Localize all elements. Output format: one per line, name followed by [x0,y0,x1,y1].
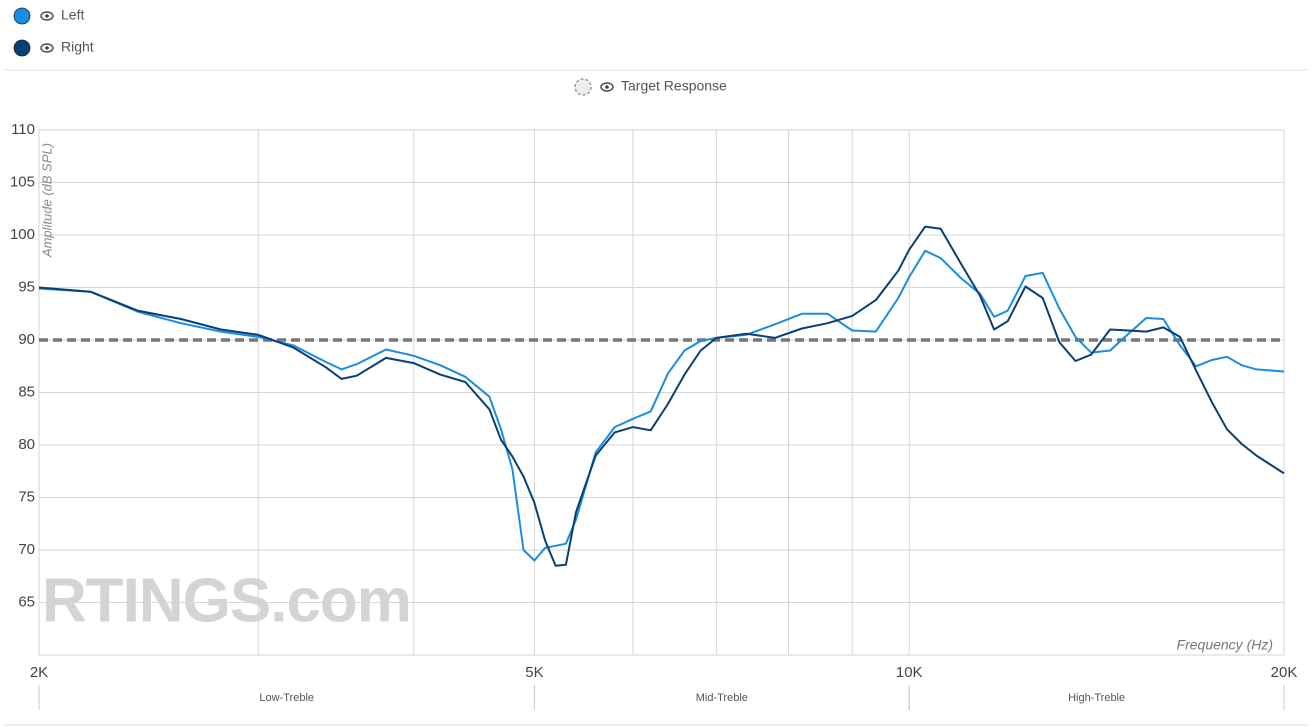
y-tick-label: 105 [10,173,35,190]
y-tick-label: 95 [18,278,35,295]
legend-swatch[interactable] [13,39,31,57]
series-line [38,249,1285,562]
legend-label: Left [61,7,84,23]
y-axis-label: Amplitude (dB SPL) [39,143,54,258]
region-label: Low-Treble [259,692,314,704]
y-tick-label: 65 [18,593,35,610]
eye-pupil [45,46,49,50]
eye-icon [40,43,54,53]
y-tick-label: 70 [18,541,35,558]
y-tick-label: 110 [11,121,35,138]
legend-label: Right [61,39,94,55]
x-tick-label: 20K [1271,664,1298,681]
y-tick-label: 75 [18,488,35,505]
eye-pupil [45,14,49,18]
x-tick-label: 5K [525,664,543,681]
watermark: RTINGS.com [42,566,411,635]
region-label: High-Treble [1068,692,1125,704]
x-axis-label: Frequency (Hz) [1177,637,1273,653]
y-tick-label: 90 [18,331,35,348]
legend-swatch[interactable] [574,78,592,96]
y-tick-label: 100 [10,226,35,243]
eye-icon [40,11,54,21]
y-tick-label: 85 [18,383,35,400]
eye-icon [600,82,614,92]
series-line [38,225,1285,567]
x-tick-label: 2K [30,664,48,681]
region-label: Mid-Treble [696,692,748,704]
legend-swatch[interactable] [13,7,31,25]
y-tick-label: 80 [18,436,35,453]
legend-label: Target Response [621,78,727,94]
eye-pupil [605,85,609,89]
x-tick-label: 10K [896,664,923,681]
